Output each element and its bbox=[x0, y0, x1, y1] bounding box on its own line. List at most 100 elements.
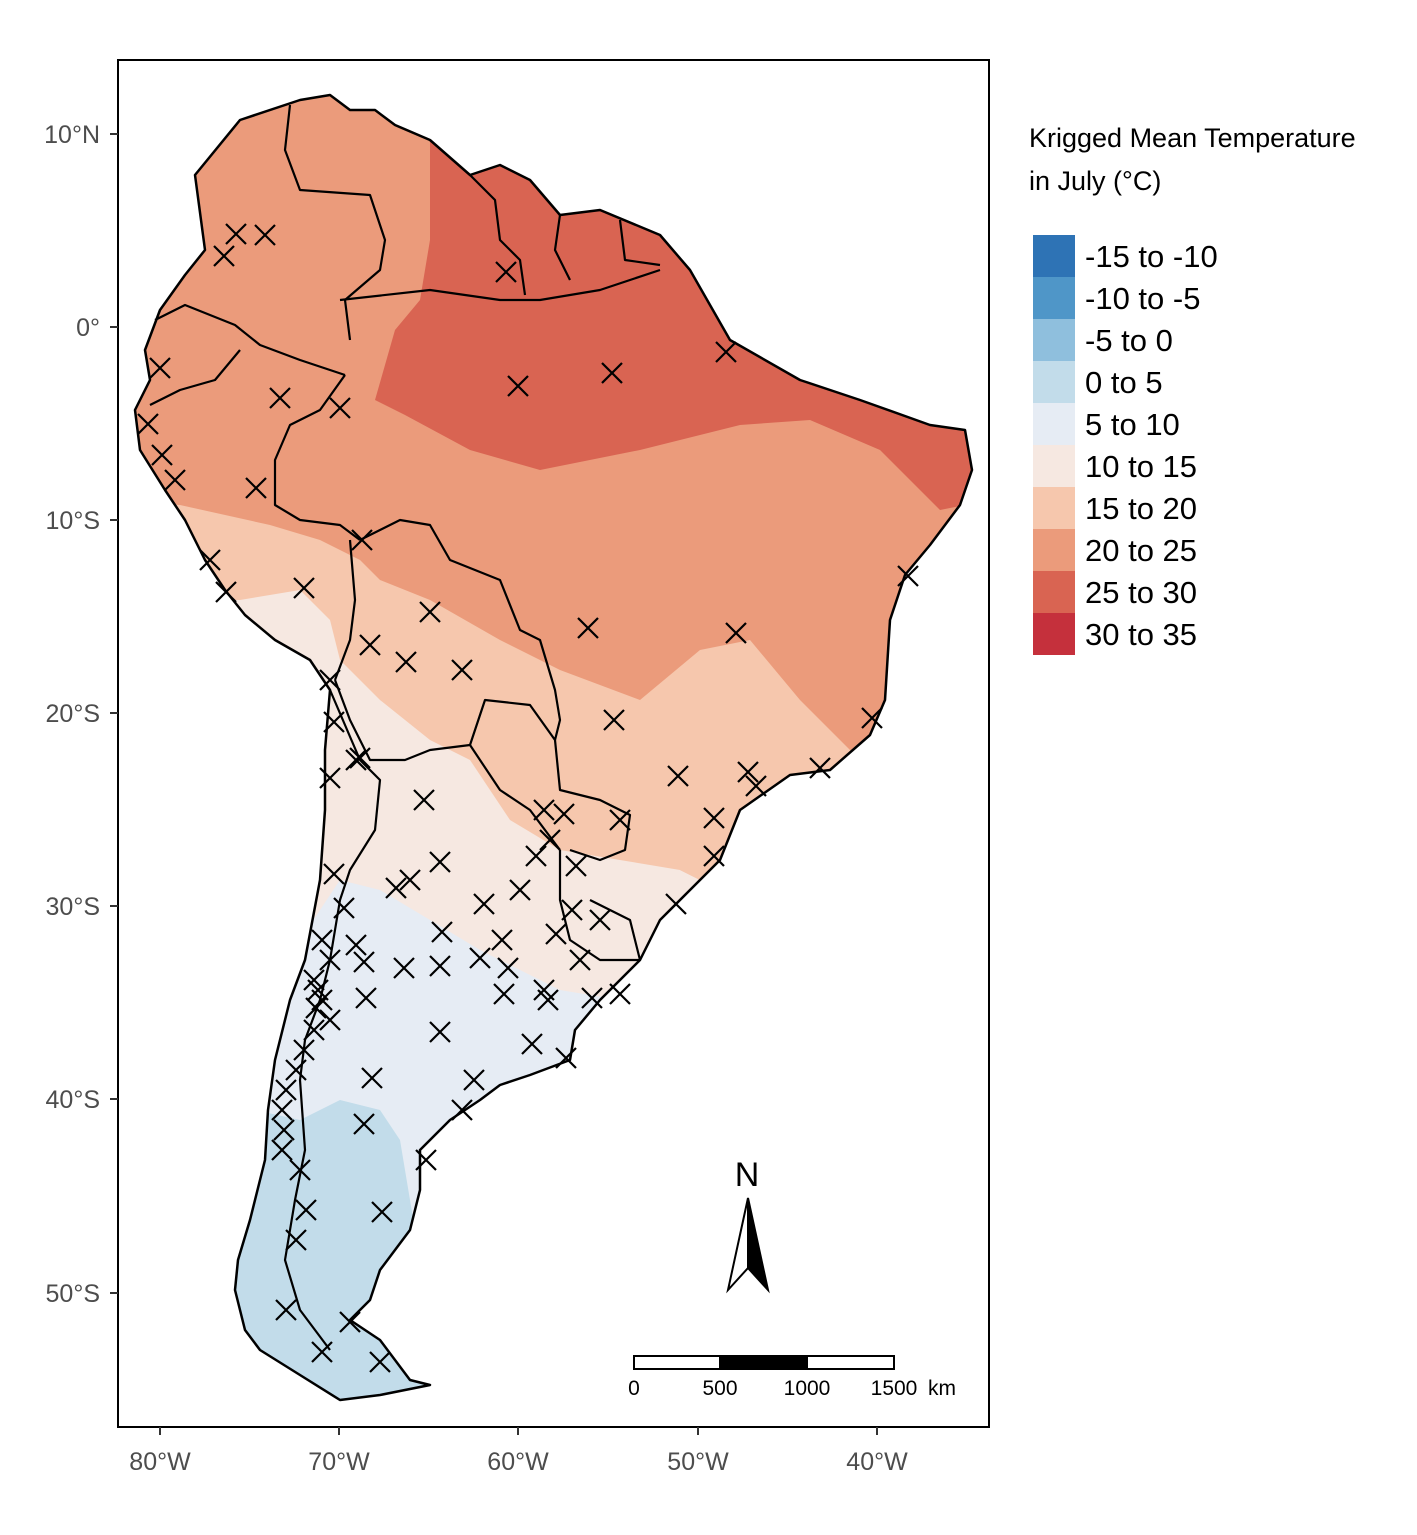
country-borders bbox=[149, 104, 661, 1351]
station-marker bbox=[271, 1099, 293, 1121]
y-tick-label: 0° bbox=[76, 314, 100, 342]
station-marker bbox=[545, 923, 567, 945]
border-suriname-guiana bbox=[618, 219, 661, 267]
station-marker bbox=[715, 341, 737, 363]
station-marker bbox=[269, 387, 291, 409]
station-marker bbox=[164, 469, 186, 491]
legend-swatch bbox=[1033, 529, 1075, 571]
station-marker bbox=[273, 1119, 295, 1141]
legend-label: -10 to -5 bbox=[1085, 281, 1200, 316]
station-marker bbox=[293, 577, 315, 599]
station-marker bbox=[137, 413, 159, 435]
station-marker bbox=[415, 1149, 437, 1171]
scale-label: 0 bbox=[628, 1377, 640, 1400]
x-axis: 80°W 70°W 60°W 50°W 40°W bbox=[129, 1427, 908, 1476]
border-venezuela-guyana bbox=[469, 174, 527, 296]
station-marker bbox=[667, 765, 689, 787]
legend-title-line2: in July (°C) bbox=[1029, 166, 1161, 196]
station-marker bbox=[451, 1099, 473, 1121]
station-marker bbox=[745, 775, 767, 797]
station-marker bbox=[395, 651, 417, 673]
station-marker bbox=[725, 622, 747, 644]
station-marker bbox=[399, 869, 421, 891]
station-marker bbox=[149, 357, 171, 379]
station-marker bbox=[429, 955, 451, 977]
station-marker bbox=[521, 1033, 543, 1055]
border-peru-bolivia bbox=[333, 539, 357, 681]
legend-label: 25 to 30 bbox=[1085, 575, 1197, 610]
station-marker bbox=[271, 1139, 293, 1161]
station-marker bbox=[609, 983, 631, 1005]
station-marker bbox=[737, 761, 759, 783]
station-marker bbox=[809, 757, 831, 779]
station-marker bbox=[581, 987, 603, 1009]
station-marker bbox=[213, 245, 235, 267]
station-marker bbox=[349, 747, 371, 769]
station-marker bbox=[275, 1299, 297, 1321]
y-tick-label: 30°S bbox=[46, 893, 100, 921]
legend-label: 5 to 10 bbox=[1085, 407, 1180, 442]
border-colombia-ecuador-peru bbox=[154, 303, 346, 377]
border-chile-argentina bbox=[283, 689, 382, 1351]
border-guyana-suriname bbox=[553, 214, 571, 281]
station-marker bbox=[333, 897, 355, 919]
station-marker bbox=[369, 1351, 391, 1373]
station-marker bbox=[703, 807, 725, 829]
station-marker bbox=[525, 845, 547, 867]
border-brazil-bolivia bbox=[359, 518, 562, 741]
station-marker bbox=[429, 1021, 451, 1043]
station-marker bbox=[339, 1311, 361, 1333]
x-tick-label: 50°W bbox=[667, 1448, 729, 1476]
legend-swatch bbox=[1033, 613, 1075, 655]
scale-unit: km bbox=[928, 1377, 956, 1400]
station-marker bbox=[555, 1047, 577, 1069]
station-marker bbox=[469, 947, 491, 969]
station-marker bbox=[537, 989, 559, 1011]
station-marker bbox=[589, 909, 611, 931]
station-marker bbox=[897, 565, 919, 587]
station-marker bbox=[393, 957, 415, 979]
legend-swatch bbox=[1033, 445, 1075, 487]
station-marker bbox=[345, 749, 367, 771]
station-marker bbox=[353, 1113, 375, 1135]
north-arrow-right-icon bbox=[747, 1197, 770, 1294]
station-marker bbox=[323, 863, 345, 885]
station-marker bbox=[463, 1069, 485, 1091]
station-markers bbox=[137, 223, 919, 1373]
y-tick-label: 20°S bbox=[46, 700, 100, 728]
station-marker bbox=[295, 1199, 317, 1221]
station-marker bbox=[495, 261, 517, 283]
x-tick-label: 60°W bbox=[487, 1448, 549, 1476]
y-tick-label: 10°S bbox=[46, 507, 100, 535]
station-marker bbox=[371, 1201, 393, 1223]
station-marker bbox=[569, 949, 591, 971]
station-marker bbox=[577, 617, 599, 639]
border-peru-brazil bbox=[273, 374, 361, 541]
station-marker bbox=[285, 1229, 307, 1251]
scale-bar: 0 500 1000 1500 km bbox=[628, 1355, 956, 1400]
station-marker bbox=[225, 223, 247, 245]
station-marker bbox=[491, 929, 513, 951]
station-marker bbox=[601, 362, 623, 384]
y-tick-label: 10°N bbox=[44, 121, 100, 149]
station-marker bbox=[319, 767, 341, 789]
station-marker bbox=[861, 707, 883, 729]
y-tick-label: 40°S bbox=[46, 1086, 100, 1114]
station-marker bbox=[319, 1009, 341, 1031]
station-marker bbox=[507, 375, 529, 397]
legend-label: 15 to 20 bbox=[1085, 491, 1197, 526]
station-marker bbox=[323, 711, 345, 733]
border-bolivia-chile-argentina bbox=[333, 679, 471, 762]
x-tick-label: 70°W bbox=[308, 1448, 370, 1476]
legend-swatch bbox=[1033, 361, 1075, 403]
north-label: N bbox=[735, 1156, 760, 1194]
station-marker bbox=[199, 549, 221, 571]
x-tick-label: 80°W bbox=[129, 1448, 191, 1476]
y-axis: 10°N 0° 10°S 20°S 30°S 40°S 50°S bbox=[44, 121, 118, 1308]
border-argentina-paraguay bbox=[469, 744, 561, 851]
border-uruguay bbox=[558, 850, 642, 962]
legend-label: 20 to 25 bbox=[1085, 533, 1197, 568]
station-marker bbox=[665, 893, 687, 915]
x-tick-label: 40°W bbox=[846, 1448, 908, 1476]
